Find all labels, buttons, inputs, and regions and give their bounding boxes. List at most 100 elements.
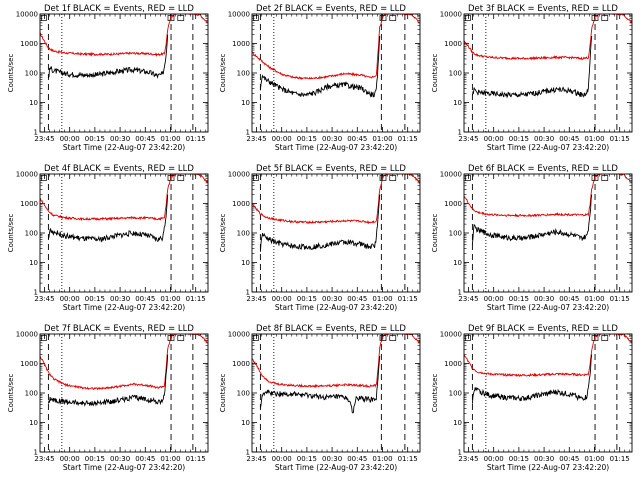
lld-series-line <box>40 14 208 57</box>
y-tick-label: 10 <box>453 419 462 427</box>
y-tick-label: 10 <box>453 99 462 107</box>
y-tick-label: 10 <box>241 419 250 427</box>
y-tick-label: 100 <box>237 230 250 238</box>
y-tick-label: 10000 <box>440 11 462 19</box>
x-tick-label: 00:30 <box>110 295 130 303</box>
x-tick-label: 01:15 <box>186 455 206 463</box>
y-tick-label: 1 <box>34 449 38 457</box>
ls-square-icon <box>465 175 471 181</box>
y-tick-label: 1 <box>34 129 38 137</box>
y-tick-label: 1000 <box>20 200 38 208</box>
plot-frame <box>463 333 633 453</box>
x-tick-label: 00:30 <box>110 455 130 463</box>
x-tick-label: 01:00 <box>372 455 392 463</box>
x-tick-label: 00:45 <box>347 135 367 143</box>
x-tick-label: 00:45 <box>559 455 579 463</box>
y-tick-label: 1000 <box>232 360 250 368</box>
x-tick-label: 01:00 <box>584 135 604 143</box>
x-tick-label: 00:45 <box>559 295 579 303</box>
y-tick-label: 100 <box>25 390 38 398</box>
chart-title: Det 6f BLACK = Events, RED = LLD <box>468 164 618 174</box>
ls-square-icon <box>591 175 599 181</box>
y-tick-label: 100 <box>237 390 250 398</box>
y-tick-label: 100 <box>449 390 462 398</box>
ls-square-icon <box>591 335 599 341</box>
x-tick-label: 23:45 <box>246 295 266 303</box>
lld-series-line <box>40 174 208 222</box>
x-tick-label: 00:30 <box>322 455 342 463</box>
x-axis-label: Start Time (22-Aug-07 23:42:20) <box>63 143 185 152</box>
chart-title: Det 2f BLACK = Events, RED = LLD <box>256 4 406 14</box>
y-tick-label: 100 <box>237 70 250 78</box>
x-tick-label: 23:45 <box>34 135 54 143</box>
plot-frame <box>251 173 421 293</box>
y-tick-label: 100 <box>25 230 38 238</box>
ls-square-icon <box>601 335 609 341</box>
lld-series-line <box>252 334 420 389</box>
x-tick-label: 00:30 <box>322 295 342 303</box>
y-axis-label: Counts/sec <box>7 374 15 413</box>
x-tick-label: 00:00 <box>272 295 292 303</box>
chart-panel-9: Det 9f BLACK = Events, RED = LLD Counts/s… <box>431 324 633 472</box>
x-tick-label: 00:15 <box>297 295 317 303</box>
y-tick-label: 100 <box>449 70 462 78</box>
plot-frame <box>251 333 421 453</box>
y-tick-label: 10000 <box>228 11 250 19</box>
ls-square-icon <box>379 15 387 21</box>
ls-square-icon <box>379 175 387 181</box>
y-tick-label: 1000 <box>232 200 250 208</box>
chart-title: Det 3f BLACK = Events, RED = LLD <box>468 4 618 14</box>
y-tick-label: 1 <box>458 289 462 297</box>
ls-square-icon <box>389 15 397 21</box>
y-axis-label: Counts/sec <box>431 374 439 413</box>
chart-panel-7: Det 7f BLACK = Events, RED = LLD Counts/s… <box>7 324 209 472</box>
ls-square-icon <box>177 15 185 21</box>
y-tick-label: 10 <box>453 259 462 267</box>
y-tick-label: 10000 <box>228 331 250 339</box>
y-tick-label: 1000 <box>444 200 462 208</box>
y-tick-label: 10000 <box>16 171 38 179</box>
x-axis-label: Start Time (22-Aug-07 23:42:20) <box>487 303 609 312</box>
x-axis-label: Start Time (22-Aug-07 23:42:20) <box>63 463 185 472</box>
x-tick-label: 00:15 <box>85 455 105 463</box>
chart-title: Det 5f BLACK = Events, RED = LLD <box>256 164 406 174</box>
x-tick-label: 00:45 <box>135 295 155 303</box>
events-series-line <box>471 35 593 99</box>
chart-title: Det 7f BLACK = Events, RED = LLD <box>44 324 194 334</box>
x-tick-label: 00:30 <box>534 455 554 463</box>
events-series-line <box>259 35 381 98</box>
x-tick-label: 00:45 <box>347 295 367 303</box>
events-series-line <box>47 34 169 79</box>
x-tick-label: 01:00 <box>372 135 392 143</box>
x-tick-label: 00:30 <box>534 135 554 143</box>
events-series-line <box>471 354 593 404</box>
chart-panel-3: Det 3f BLACK = Events, RED = LLD Counts/s… <box>431 4 633 152</box>
x-tick-label: 23:45 <box>458 455 478 463</box>
chart-title: Det 9f BLACK = Events, RED = LLD <box>468 324 618 334</box>
chart-title: Det 1f BLACK = Events, RED = LLD <box>44 4 194 14</box>
plot-frame <box>463 173 633 293</box>
chart-panel-8: Det 8f BLACK = Events, RED = LLD Counts/s… <box>219 324 421 472</box>
lld-series-line <box>40 334 208 391</box>
x-tick-label: 01:00 <box>160 295 180 303</box>
events-series-line <box>47 194 169 243</box>
x-tick-label: 01:00 <box>584 295 604 303</box>
chart-panel-1: Det 1f BLACK = Events, RED = LLD Counts/s… <box>7 4 209 152</box>
x-tick-label: 01:15 <box>398 135 418 143</box>
y-tick-label: 1000 <box>232 40 250 48</box>
ls-square-icon <box>41 15 47 21</box>
x-tick-label: 00:00 <box>484 455 504 463</box>
x-tick-label: 01:15 <box>398 295 418 303</box>
x-tick-label: 00:45 <box>135 455 155 463</box>
y-tick-label: 1 <box>246 449 250 457</box>
y-axis-label: Counts/sec <box>219 54 227 93</box>
y-tick-label: 1 <box>458 449 462 457</box>
chart-title: Det 8f BLACK = Events, RED = LLD <box>256 324 406 334</box>
x-tick-label: 01:15 <box>610 135 630 143</box>
x-tick-label: 01:15 <box>186 295 206 303</box>
x-tick-label: 00:45 <box>559 135 579 143</box>
x-tick-label: 23:45 <box>246 135 266 143</box>
x-tick-label: 00:15 <box>509 295 529 303</box>
chart-panel-5: Det 5f BLACK = Events, RED = LLD Counts/s… <box>219 164 421 312</box>
